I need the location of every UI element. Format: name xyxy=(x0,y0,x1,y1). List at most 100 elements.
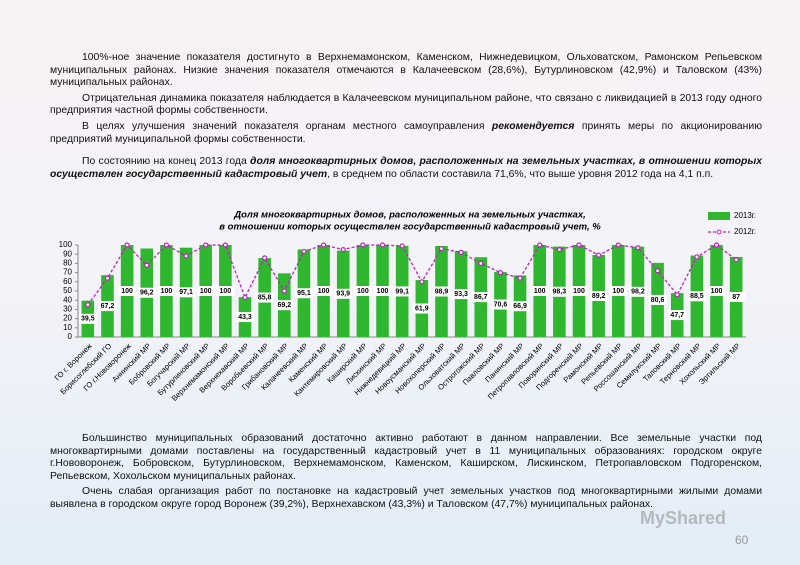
paragraph: Большинство муниципальных образований до… xyxy=(50,433,762,483)
value-label-box xyxy=(412,303,431,314)
value-label: 100 xyxy=(573,288,585,295)
value-label-box xyxy=(707,286,726,296)
y-tick-label: 40 xyxy=(63,295,72,304)
line-marker xyxy=(576,242,582,248)
legend-label: 2012г. xyxy=(734,227,756,236)
value-label: 99,1 xyxy=(395,288,409,295)
value-label-box xyxy=(255,292,274,303)
watermark: MyShared xyxy=(640,508,727,528)
value-label-box xyxy=(157,286,176,296)
value-label-box xyxy=(196,286,215,296)
line-marker xyxy=(222,242,228,248)
y-tick-label: 10 xyxy=(63,323,72,332)
value-label: 96,2 xyxy=(140,290,154,297)
y-tick-label: 100 xyxy=(59,240,73,249)
y-tick-label: 90 xyxy=(63,249,72,258)
text-run: Большинство муниципальных образований до… xyxy=(50,433,762,482)
line-marker xyxy=(301,248,307,255)
line-marker xyxy=(419,279,425,285)
value-label: 69,2 xyxy=(277,302,291,309)
value-label-box xyxy=(530,286,549,296)
value-label-box xyxy=(589,290,608,301)
line-marker xyxy=(360,242,366,248)
line-marker xyxy=(438,246,445,252)
text-run: Отрицательная динамика показателя наблюд… xyxy=(50,92,762,117)
text-run: , в среднем по области составила 71,6%, … xyxy=(327,168,714,180)
line-marker xyxy=(635,245,641,251)
value-label-box xyxy=(236,312,254,323)
line-marker xyxy=(183,253,189,259)
text-run: В целях улучшения значений показателя ор… xyxy=(82,120,492,132)
line-marker xyxy=(203,242,209,248)
value-label: 100 xyxy=(357,288,369,295)
line-marker xyxy=(144,262,150,268)
emphasis: рекомендуется xyxy=(491,120,575,132)
value-label: 97,1 xyxy=(179,289,193,296)
value-label-box xyxy=(491,299,510,310)
value-label: 39,5 xyxy=(81,316,95,323)
value-label-box xyxy=(353,286,372,296)
value-label-box xyxy=(648,294,667,305)
value-label: 100 xyxy=(161,288,173,295)
value-label-box xyxy=(137,287,156,298)
value-label-box xyxy=(687,291,706,302)
paragraph: Отрицательная динамика показателя наблюд… xyxy=(50,93,762,118)
value-label: 95,1 xyxy=(297,290,311,297)
page-number: 60 xyxy=(735,533,749,547)
line-marker xyxy=(399,243,405,249)
value-label: 93,3 xyxy=(454,291,468,298)
line-marker xyxy=(733,257,739,263)
line-marker xyxy=(458,249,464,255)
legend-label: 2013г. xyxy=(734,211,756,220)
value-label: 43,3 xyxy=(238,314,252,321)
line-marker xyxy=(320,242,327,248)
value-label: 88,5 xyxy=(690,293,704,300)
value-label: 85,8 xyxy=(258,294,272,301)
line-marker xyxy=(242,294,248,301)
line-marker xyxy=(713,242,720,248)
line-marker xyxy=(497,270,504,276)
line-marker xyxy=(340,247,346,253)
y-tick-label: 50 xyxy=(63,286,72,295)
line-marker xyxy=(124,242,130,248)
value-label-box xyxy=(275,300,294,311)
chart-title: Доля многоквартирных домов, расположенны… xyxy=(233,210,586,221)
legend-marker xyxy=(716,229,722,235)
value-label: 93,9 xyxy=(336,291,350,298)
line-marker xyxy=(163,242,170,248)
paragraph: 100%-ное значение показателя достигнуто … xyxy=(50,52,762,90)
value-label-box xyxy=(511,301,530,312)
line-marker xyxy=(654,268,661,274)
value-label-box xyxy=(177,287,196,298)
value-label: 100 xyxy=(200,288,212,295)
value-label: 86,7 xyxy=(474,294,488,301)
value-label-box xyxy=(432,286,451,297)
value-label: 87 xyxy=(732,294,740,301)
chart-title: в отношении которых осуществлен государс… xyxy=(219,222,601,233)
value-label-box xyxy=(373,286,392,296)
value-label: 47,7 xyxy=(670,312,684,319)
y-tick-label: 70 xyxy=(63,268,72,277)
line-marker xyxy=(596,252,602,258)
value-label: 100 xyxy=(534,288,546,295)
value-label: 67,2 xyxy=(101,303,115,310)
paragraph: По состоянию на конец 2013 года доля мно… xyxy=(50,156,762,181)
value-label: 100 xyxy=(711,288,723,295)
line xyxy=(87,243,737,306)
value-label-box xyxy=(727,291,746,302)
y-tick-label: 20 xyxy=(63,314,72,323)
line-marker xyxy=(478,260,484,266)
value-label-box xyxy=(452,289,471,300)
value-label-box xyxy=(393,286,412,297)
paragraph: Очень слабая организация работ по постан… xyxy=(50,486,762,511)
line-marker xyxy=(674,292,680,298)
legend-swatch xyxy=(708,212,730,220)
value-label-box xyxy=(471,292,490,303)
value-label: 61,9 xyxy=(415,305,429,312)
line-marker xyxy=(556,247,562,253)
line-marker xyxy=(537,242,543,248)
value-label: 100 xyxy=(318,288,330,295)
value-label: 100 xyxy=(377,288,389,295)
value-label: 70,6 xyxy=(494,301,508,308)
